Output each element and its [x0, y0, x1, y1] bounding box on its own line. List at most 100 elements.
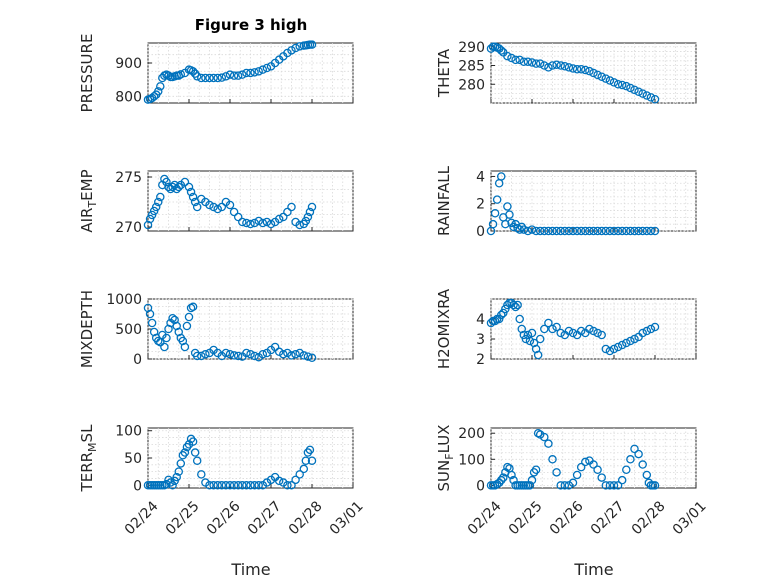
data-point: [622, 338, 631, 348]
data-point: [145, 214, 155, 224]
data-point: [303, 352, 313, 361]
data-point: [513, 224, 522, 233]
data-point: [642, 226, 652, 236]
data-point: [291, 43, 300, 53]
data-point: [593, 328, 602, 338]
y-tick-label: 100: [458, 452, 485, 468]
subplot-pressure: 800 900 PRESSURE: [78, 34, 354, 112]
data-point: [533, 350, 543, 360]
data-point: [589, 68, 598, 78]
x-tick-label: 02/24: [122, 498, 162, 538]
data-point: [188, 192, 198, 202]
data-point: [229, 207, 239, 217]
y-tick-label: 800: [115, 89, 142, 105]
data-point: [527, 225, 537, 234]
data-point: [305, 207, 315, 217]
y-tick-label: 285: [458, 59, 485, 75]
data-point: [511, 302, 520, 312]
data-point: [589, 226, 598, 236]
data-point: [593, 226, 602, 236]
data-point: [209, 73, 218, 83]
y-axis-label: AIRTEMP: [78, 169, 99, 232]
data-point: [233, 351, 243, 361]
data-point: [613, 342, 623, 352]
data-point: [299, 351, 309, 360]
data-point: [301, 216, 311, 226]
data-point: [192, 72, 202, 81]
x-tick-label: 02/27: [245, 498, 285, 538]
data-point: [217, 481, 227, 490]
data-point: [613, 80, 623, 89]
data-point: [572, 65, 582, 74]
data-point: [535, 226, 545, 236]
x-tick-label: 02/26: [204, 498, 244, 538]
data-point: [217, 73, 227, 82]
data-point: [488, 219, 498, 229]
data-point: [287, 202, 296, 212]
data-point: [527, 475, 537, 485]
data-point: [501, 219, 510, 229]
data-point: [560, 481, 570, 490]
data-point: [209, 202, 218, 212]
data-point: [527, 58, 537, 67]
data-point: [593, 70, 602, 80]
data-point: [548, 61, 557, 70]
data-point: [556, 481, 565, 490]
data-point: [492, 195, 502, 204]
data-point: [548, 324, 557, 334]
data-point: [626, 336, 635, 346]
data-point: [201, 73, 210, 83]
data-point: [197, 470, 206, 479]
data-point: [180, 177, 190, 187]
data-point: [544, 439, 553, 448]
data-point: [638, 226, 647, 236]
data-point: [229, 71, 239, 80]
data-point: [145, 309, 155, 319]
data-point: [160, 342, 169, 352]
data-point: [499, 308, 508, 318]
data-point: [622, 465, 631, 474]
data-point: [233, 212, 243, 222]
data-point: [225, 200, 235, 210]
x-axis-label-right: Time: [573, 560, 613, 579]
data-point: [192, 456, 202, 465]
data-point: [601, 74, 611, 83]
data-point: [225, 70, 235, 79]
data-point: [525, 336, 535, 346]
data-point: [650, 322, 660, 332]
y-tick-label: 2: [476, 352, 485, 368]
data-point: [170, 180, 179, 190]
data-point: [511, 55, 520, 65]
data-point: [523, 226, 533, 236]
data-point: [494, 478, 504, 488]
data-point: [283, 348, 292, 358]
data-point: [213, 204, 222, 214]
data-point: [147, 318, 157, 328]
data-point: [634, 226, 643, 236]
data-point: [162, 333, 171, 343]
y-tick-label: 290: [458, 40, 485, 56]
x-tick-label: 02/28: [286, 498, 326, 538]
data-point: [613, 481, 623, 490]
data-point: [576, 226, 586, 236]
data-point: [301, 456, 311, 465]
data-point: [496, 310, 506, 320]
data-point: [162, 479, 171, 489]
data-point: [254, 67, 263, 76]
y-tick-label: 200: [458, 426, 485, 442]
data-point: [242, 348, 251, 358]
data-point: [626, 455, 635, 464]
data-point: [597, 226, 606, 236]
data-point: [225, 349, 235, 359]
data-point: [507, 218, 516, 228]
data-point: [307, 202, 317, 212]
data-point: [490, 316, 500, 326]
data-point: [617, 226, 627, 236]
data-point: [274, 214, 284, 224]
data-point: [626, 83, 635, 93]
data-point: [642, 91, 652, 100]
data-point: [642, 470, 652, 480]
data-point: [287, 351, 296, 360]
data-point: [496, 475, 506, 485]
data-point: [521, 334, 531, 344]
